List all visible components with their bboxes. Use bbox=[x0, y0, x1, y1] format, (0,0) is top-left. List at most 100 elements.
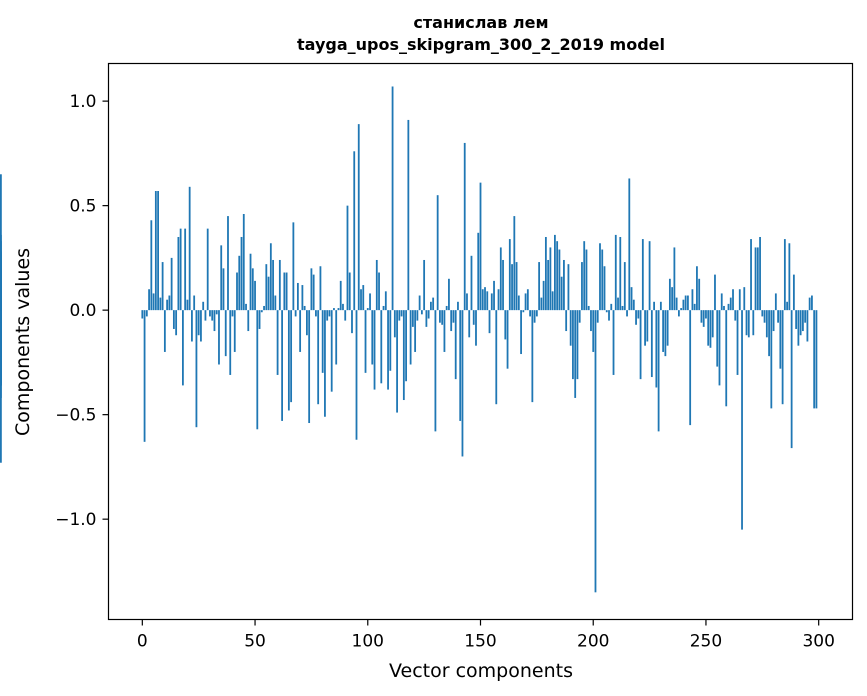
bar-component-270 bbox=[750, 239, 752, 311]
bar-component-208 bbox=[610, 303, 613, 311]
bar-component-86 bbox=[335, 310, 338, 365]
bar-component-130 bbox=[434, 310, 437, 432]
bar-component-79 bbox=[319, 266, 322, 311]
bar-component-193 bbox=[576, 310, 579, 380]
bar-component-119 bbox=[409, 310, 412, 365]
bar-component-16 bbox=[177, 236, 180, 311]
bar-component-20 bbox=[186, 299, 189, 311]
bar-component-21 bbox=[188, 186, 191, 311]
bar-component-262 bbox=[732, 289, 734, 311]
bar-component-189 bbox=[567, 264, 570, 311]
bar-component-258 bbox=[723, 305, 725, 311]
x-tick-label: 0 bbox=[137, 632, 148, 652]
y-tick-label: −1.0 bbox=[55, 510, 96, 530]
bar-component-88 bbox=[339, 280, 342, 311]
bar-component-259 bbox=[725, 310, 728, 407]
bar-component-133 bbox=[441, 310, 444, 325]
bar-component-248 bbox=[700, 310, 703, 323]
bar-component-50 bbox=[254, 280, 256, 311]
bar-component-198 bbox=[587, 305, 590, 311]
bar-component-111 bbox=[391, 86, 394, 311]
bar-component-116 bbox=[402, 310, 405, 401]
bar-component-218 bbox=[632, 299, 635, 311]
bar-component-98 bbox=[362, 285, 365, 311]
bar-component-241 bbox=[684, 295, 687, 311]
bar-component-239 bbox=[680, 308, 683, 311]
bar-component-81 bbox=[324, 310, 326, 417]
bar-component-182 bbox=[551, 291, 554, 311]
bar-component-127 bbox=[427, 310, 430, 319]
bar-component-114 bbox=[398, 310, 401, 321]
bar-component-63 bbox=[283, 272, 286, 311]
bar-component-194 bbox=[578, 310, 581, 323]
x-tick-label: 50 bbox=[244, 632, 266, 652]
bar-component-214 bbox=[623, 262, 626, 311]
bar-component-19 bbox=[184, 228, 187, 311]
bar-component-5 bbox=[152, 293, 155, 311]
bar-component-168 bbox=[520, 310, 522, 355]
bar-component-202 bbox=[596, 310, 599, 323]
bar-component-277 bbox=[765, 310, 768, 338]
bar-component-254 bbox=[714, 274, 716, 311]
bar-component-148 bbox=[475, 310, 477, 346]
bar-component-225 bbox=[648, 241, 651, 311]
bar-component-45 bbox=[242, 214, 245, 311]
bar-component-60 bbox=[276, 310, 279, 375]
bar-component-215 bbox=[626, 310, 628, 317]
bar-component-8 bbox=[159, 297, 162, 311]
bar-component-170 bbox=[524, 293, 527, 311]
bar-component-57 bbox=[269, 243, 272, 311]
bar-component-296 bbox=[808, 297, 811, 311]
bar-component-0 bbox=[141, 310, 144, 319]
bar-component-126 bbox=[425, 310, 428, 327]
bar-component-261 bbox=[729, 297, 732, 311]
bar-component-265 bbox=[738, 289, 741, 311]
bar-component-159 bbox=[499, 247, 502, 311]
x-tick-label: 300 bbox=[802, 632, 834, 652]
bar-component-58 bbox=[272, 259, 274, 311]
chart-subtitle: tayga_upos_skipgram_300_2_2019 model bbox=[297, 35, 665, 54]
bar-component-22 bbox=[191, 310, 193, 342]
y-tick-label: −0.5 bbox=[55, 406, 96, 426]
bar-component-96 bbox=[357, 124, 360, 311]
bar-component-263 bbox=[734, 310, 737, 321]
bar-component-252 bbox=[709, 310, 712, 348]
bar-component-14 bbox=[172, 310, 175, 329]
bar-component-68 bbox=[294, 310, 297, 317]
x-tick-label: 100 bbox=[352, 632, 384, 652]
y-tick-label: 0.0 bbox=[69, 301, 96, 321]
bar-component-90 bbox=[344, 310, 347, 321]
bar-component-13 bbox=[170, 257, 173, 311]
bar-component-160 bbox=[502, 259, 504, 311]
bar-component-180 bbox=[547, 259, 550, 311]
bar-component-145 bbox=[468, 310, 471, 338]
bar-component-298 bbox=[813, 310, 816, 409]
bar-component-36 bbox=[222, 268, 225, 311]
y-tick-label: 0.5 bbox=[69, 197, 96, 217]
bar-component-217 bbox=[630, 287, 633, 311]
bar-component-179 bbox=[544, 236, 547, 311]
bar-component-140 bbox=[457, 301, 459, 311]
bar-component-238 bbox=[678, 310, 680, 317]
x-axis-ticks: 0 50 100 150 200 250 300 bbox=[137, 619, 835, 652]
bar-component-233 bbox=[666, 310, 669, 346]
bar-component-6 bbox=[154, 191, 157, 311]
bar-component-221 bbox=[639, 310, 642, 380]
bar-component-1 bbox=[143, 310, 146, 442]
bar-component-216 bbox=[628, 178, 631, 311]
bar-component-137 bbox=[450, 310, 453, 332]
bar-component-295 bbox=[806, 310, 809, 342]
bar-component-33 bbox=[215, 310, 218, 315]
bar-component-138 bbox=[452, 310, 455, 323]
bar-component-132 bbox=[439, 310, 441, 323]
bar-component-157 bbox=[495, 310, 498, 405]
bar-component-275 bbox=[761, 310, 764, 317]
bar-component-190 bbox=[569, 310, 572, 346]
bar-component-287 bbox=[788, 243, 791, 311]
bar-component-257 bbox=[720, 293, 723, 311]
bar-component-115 bbox=[400, 310, 403, 317]
bar-component-219 bbox=[635, 310, 637, 325]
bar-component-236 bbox=[673, 247, 676, 311]
bar-component-undefined bbox=[0, 251, 2, 311]
bar-component-153 bbox=[486, 291, 489, 311]
